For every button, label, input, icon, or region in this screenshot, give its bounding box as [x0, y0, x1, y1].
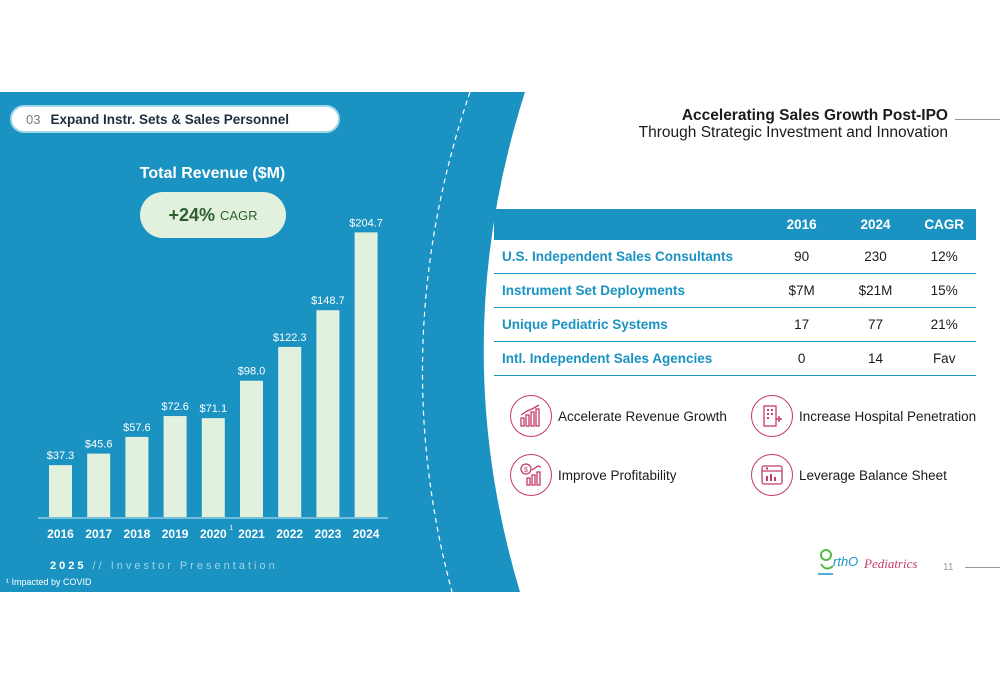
row-2016-value: 0 — [764, 341, 839, 376]
data-label: $122.3 — [273, 332, 307, 344]
footer-divider — [965, 567, 1000, 568]
page-number: 11 — [943, 562, 954, 573]
goal-improve-profitability: $ Improve Profitability — [510, 454, 677, 496]
row-2024-value: 14 — [838, 341, 913, 376]
x-tick-label: 2018 — [124, 527, 151, 541]
slide: 03 Expand Instr. Sets & Sales Personnel … — [0, 92, 1000, 592]
row-cagr-value: Fav — [912, 341, 976, 376]
revenue-bar-chart: $37.3 2016 $45.6 2017 $57.6 2018 $72.6 2019 $71.… — [38, 217, 388, 541]
x-tick-label: 2021 — [238, 527, 265, 541]
data-label: $57.6 — [123, 422, 151, 434]
bar — [316, 310, 340, 517]
bar — [278, 346, 302, 517]
svg-text:rthO: rthO — [833, 554, 858, 569]
section-pill: 03 Expand Instr. Sets & Sales Personnel — [10, 105, 340, 133]
data-label: $204.7 — [349, 217, 383, 229]
metrics-table: 2016 2024 CAGR U.S. Independent Sales Co… — [494, 209, 976, 376]
footer-separator: // — [92, 560, 105, 572]
data-label: $148.7 — [311, 295, 345, 307]
balance-sheet-icon — [751, 454, 793, 496]
table-row: Instrument Set Deployments $7M $21M 15% — [494, 273, 976, 308]
x-tick-label: 2023 — [315, 527, 342, 541]
header-divider — [955, 119, 1000, 120]
bar — [125, 436, 149, 517]
goal-label: Increase Hospital Penetration — [799, 408, 977, 424]
bar — [49, 465, 72, 517]
svg-text:Pediatrics: Pediatrics — [863, 556, 917, 571]
bar — [240, 380, 263, 517]
table-row: Intl. Independent Sales Agencies 0 14 Fa… — [494, 341, 976, 376]
row-label: Unique Pediatric Systems — [494, 307, 765, 342]
footer-title: Investor Presentation — [110, 560, 278, 572]
page-subtitle: Through Strategic Investment and Innovat… — [638, 124, 948, 141]
company-logo: rthO Pediatrics — [818, 549, 917, 575]
row-label: U.S. Independent Sales Consultants — [494, 240, 765, 274]
table-header-blank — [494, 209, 765, 240]
row-2024-value: $21M — [838, 273, 913, 308]
row-2024-value: 230 — [838, 240, 913, 274]
row-2016-value: 17 — [764, 307, 839, 342]
bar — [354, 232, 378, 518]
x-tick-label: 2022 — [276, 527, 303, 541]
hospital-icon — [751, 395, 793, 437]
x-tick-label: 2020 — [200, 527, 227, 541]
table-header-2024: 2024 — [838, 209, 913, 240]
data-label: $72.6 — [161, 401, 189, 413]
x-tick-label: 2017 — [85, 527, 112, 541]
goal-label: Accelerate Revenue Growth — [558, 408, 727, 424]
bar — [87, 453, 111, 517]
table-header-cagr: CAGR — [912, 209, 976, 240]
table-header-2016: 2016 — [764, 209, 839, 240]
dollar-chart-icon: $ — [510, 454, 552, 496]
data-label: $71.1 — [200, 403, 228, 415]
x-tick-label: 2019 — [162, 527, 189, 541]
chart-title: Total Revenue ($M) — [139, 165, 286, 182]
row-2016-value: 90 — [764, 240, 839, 274]
row-label: Intl. Independent Sales Agencies — [494, 341, 765, 376]
goal-accelerate-revenue: Accelerate Revenue Growth — [510, 395, 727, 437]
goal-hospital-penetration: Increase Hospital Penetration — [751, 395, 976, 437]
section-number: 03 — [26, 111, 41, 127]
row-2024-value: 77 — [838, 307, 913, 342]
bar — [163, 416, 187, 517]
table-header-row: 2016 2024 CAGR — [494, 209, 976, 240]
table-row: Unique Pediatric Systems 17 77 21% — [494, 307, 976, 342]
page-title: Accelerating Sales Growth Post-IPO — [681, 107, 948, 124]
x-tick-label: 2024 — [353, 527, 380, 541]
data-label: $37.3 — [47, 450, 75, 462]
cagr-value: +24% — [168, 204, 215, 225]
data-label: $45.6 — [85, 439, 113, 451]
row-label: Instrument Set Deployments — [494, 273, 765, 308]
x-tick-label: 2016 — [47, 527, 74, 541]
row-cagr-value: 21% — [912, 307, 976, 342]
cagr-badge: +24% CAGR — [140, 192, 286, 238]
goal-label: Improve Profitability — [558, 467, 677, 483]
svg-text:$: $ — [524, 467, 528, 474]
row-cagr-value: 12% — [912, 240, 976, 274]
section-title: Expand Instr. Sets & Sales Personnel — [50, 111, 290, 127]
footer-year: 2025 — [50, 560, 87, 572]
goal-label: Leverage Balance Sheet — [799, 467, 947, 483]
row-cagr-value: 15% — [912, 273, 976, 308]
row-2016-value: $7M — [764, 273, 839, 308]
footnote: ¹ Impacted by COVID — [6, 577, 92, 587]
footer-presentation-label: 2025 // Investor Presentation — [50, 560, 278, 572]
bar — [201, 418, 225, 517]
table-row: U.S. Independent Sales Consultants 90 23… — [494, 240, 976, 274]
footnote-marker: 1 — [229, 525, 233, 532]
cagr-label: CAGR — [219, 207, 258, 223]
bar-growth-icon — [510, 395, 552, 437]
data-label: $98.0 — [238, 366, 266, 378]
goal-leverage-balance-sheet: Leverage Balance Sheet — [751, 454, 947, 496]
